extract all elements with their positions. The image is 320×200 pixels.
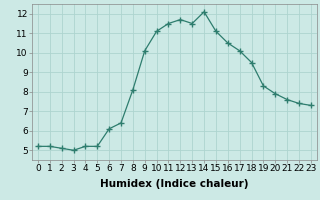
X-axis label: Humidex (Indice chaleur): Humidex (Indice chaleur) — [100, 179, 249, 189]
